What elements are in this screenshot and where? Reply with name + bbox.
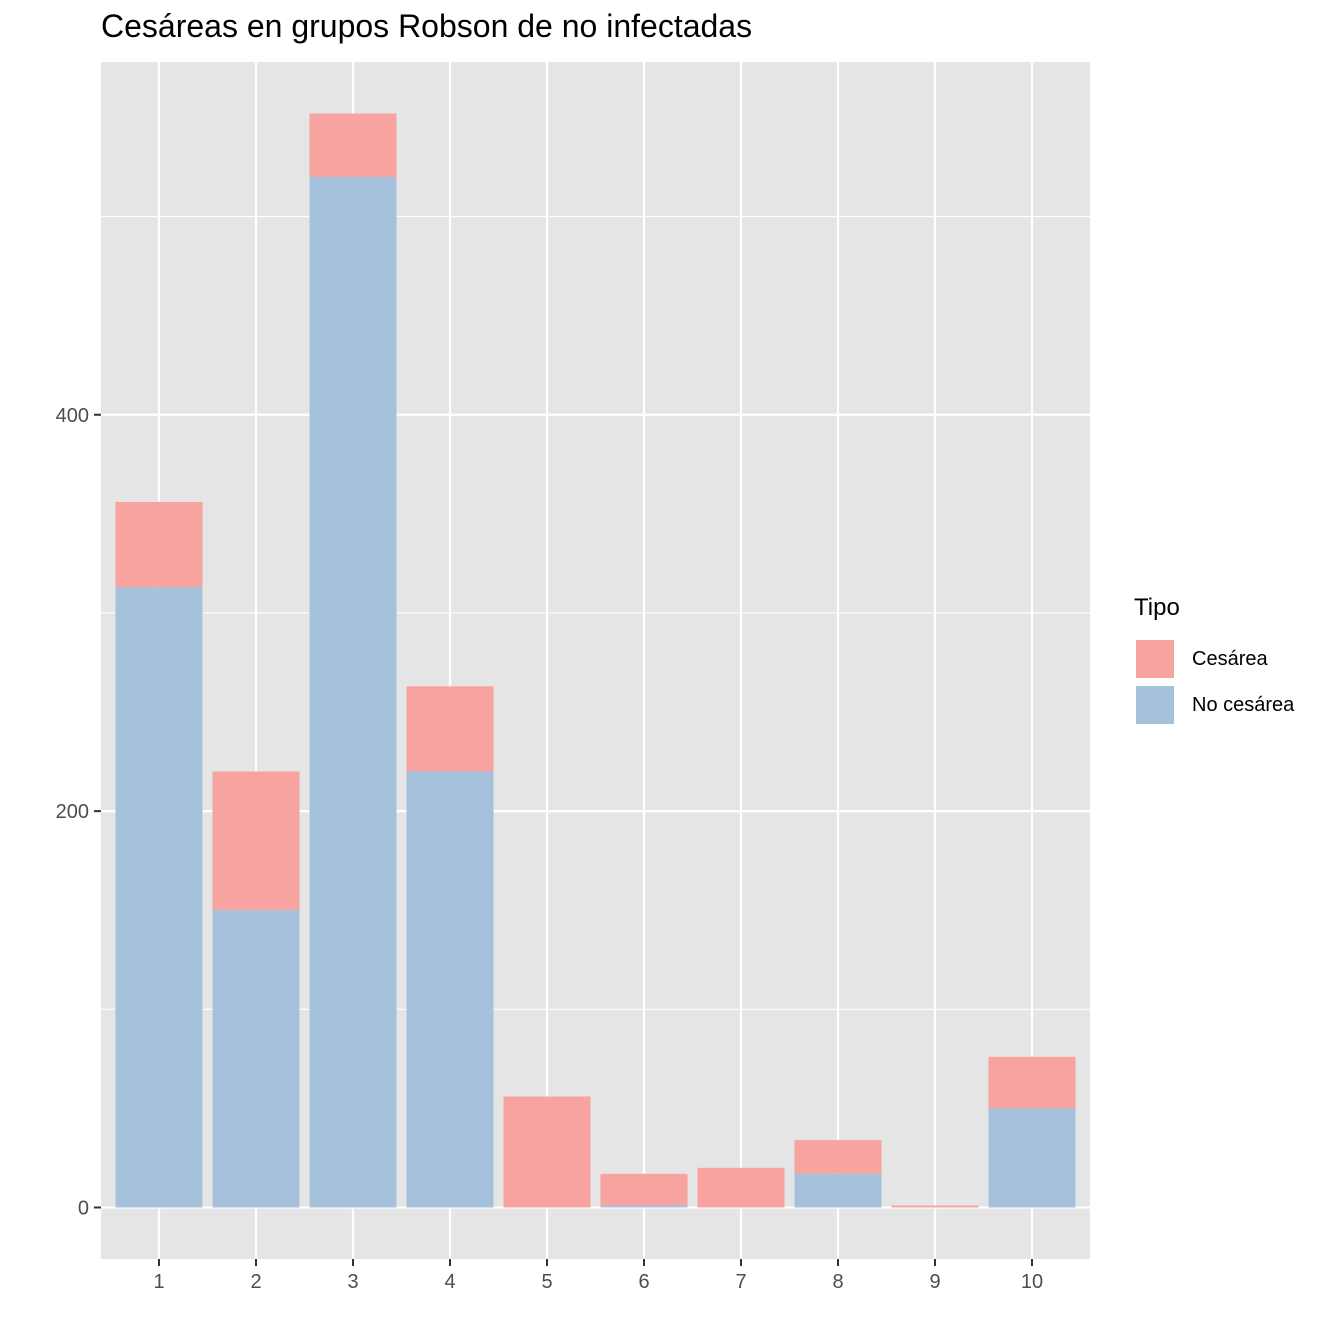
x-tick-label: 3	[347, 1271, 358, 1293]
x-tick-label: 6	[638, 1271, 649, 1293]
bar-10-no-ces-rea	[988, 1108, 1076, 1208]
bar-2-ces-rea	[212, 771, 300, 911]
legend-title: Tipo	[1134, 594, 1180, 621]
legend-key-cesarea	[1134, 638, 1176, 680]
bar-7-ces-rea	[697, 1167, 785, 1208]
y-tick-label: 200	[56, 801, 89, 823]
legend-item-no-cesarea: No cesárea	[1134, 682, 1294, 728]
bar-8-no-ces-rea	[794, 1173, 882, 1208]
bar-5-ces-rea	[503, 1096, 591, 1208]
bar-1-no-ces-rea	[115, 587, 203, 1208]
bar-9-ces-rea	[891, 1205, 979, 1208]
bar-10-ces-rea	[988, 1056, 1076, 1109]
x-tick-label: 8	[832, 1271, 843, 1293]
x-tick-label: 9	[929, 1271, 940, 1293]
y-tick-label: 0	[78, 1197, 89, 1219]
legend-item-cesarea: Cesárea	[1134, 636, 1294, 682]
x-tick-label: 5	[541, 1271, 552, 1293]
bar-4-ces-rea	[406, 686, 494, 772]
x-tick-label: 4	[444, 1271, 455, 1293]
bar-8-ces-rea	[794, 1140, 882, 1174]
legend-label-cesarea: Cesárea	[1192, 647, 1268, 670]
bar-2-no-ces-rea	[212, 910, 300, 1208]
bar-3-ces-rea	[309, 113, 397, 177]
legend: Tipo Cesárea No cesárea	[1134, 594, 1294, 728]
bar-4-no-ces-rea	[406, 771, 494, 1208]
bar-6-ces-rea	[600, 1173, 688, 1206]
bar-6-no-ces-rea	[600, 1205, 688, 1208]
bar-1-ces-rea	[115, 501, 203, 588]
x-tick-label: 10	[1021, 1271, 1043, 1293]
x-axis: 1 2 3 4 5 6 7 8 9 10	[153, 1259, 1043, 1293]
x-tick-label: 1	[153, 1271, 164, 1293]
bars	[115, 113, 1076, 1208]
y-tick-label: 400	[56, 405, 89, 427]
legend-key-no-cesarea	[1134, 684, 1176, 726]
bar-3-no-ces-rea	[309, 176, 397, 1208]
x-tick-label: 2	[250, 1271, 261, 1293]
chart-title: Cesáreas en grupos Robson de no infectad…	[101, 8, 753, 44]
y-axis: 0 200 400	[56, 405, 101, 1219]
legend-label-no-cesarea: No cesárea	[1192, 693, 1295, 716]
x-tick-label: 7	[735, 1271, 746, 1293]
